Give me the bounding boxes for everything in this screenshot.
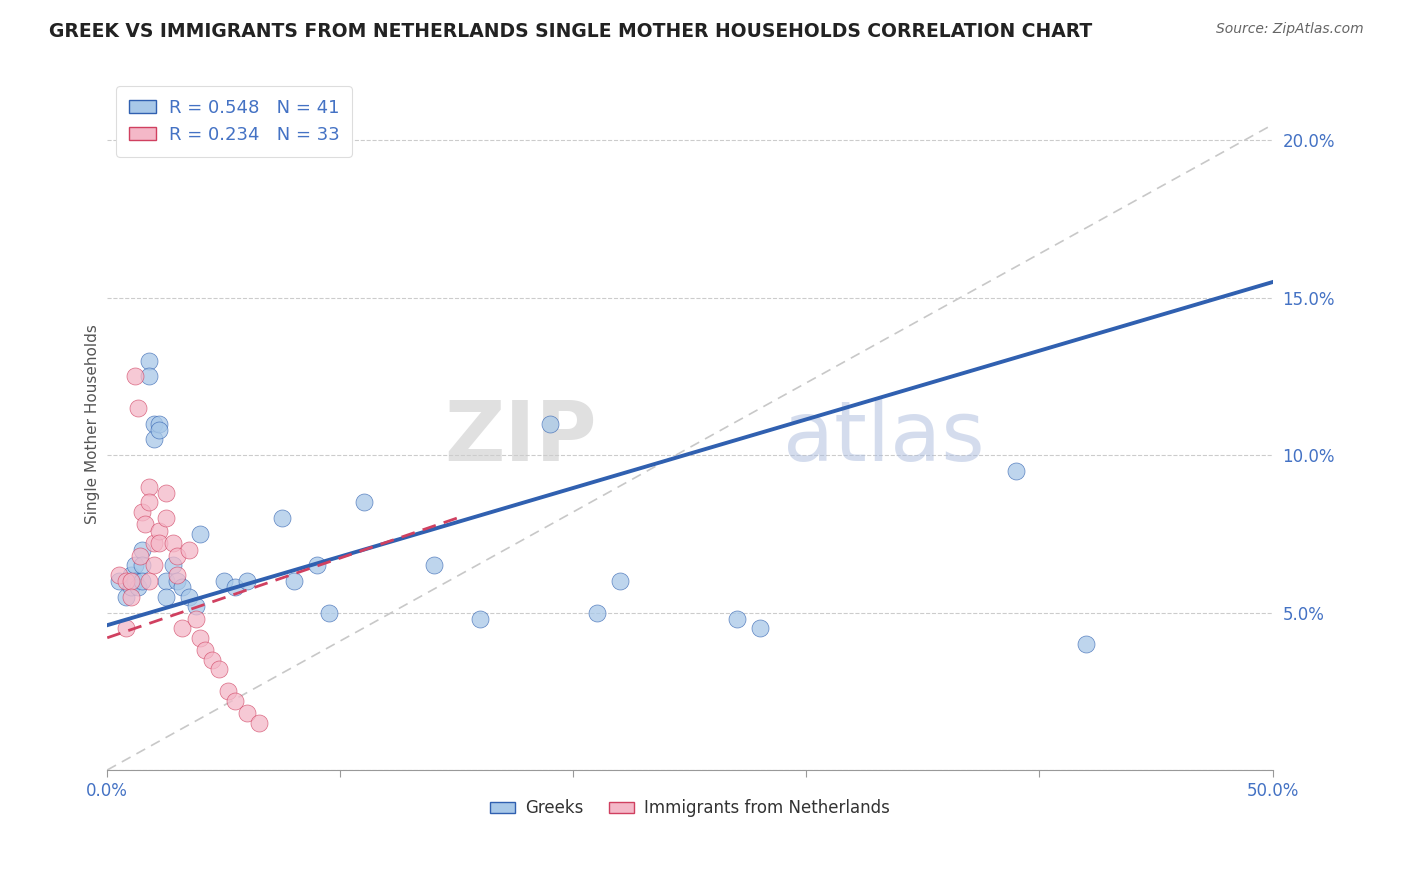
Point — [108, 574, 131, 588]
Point — [124, 574, 146, 588]
Point — [142, 433, 165, 447]
Point — [142, 417, 165, 431]
Point — [142, 536, 165, 550]
Point — [162, 536, 184, 550]
Point — [138, 495, 160, 509]
Point — [170, 621, 193, 635]
Point — [115, 590, 138, 604]
Point — [212, 574, 235, 588]
Point — [120, 590, 142, 604]
Point — [115, 621, 138, 635]
Point — [271, 511, 294, 525]
Point — [201, 653, 224, 667]
Point — [184, 599, 207, 614]
Point — [236, 706, 259, 721]
Point — [422, 558, 444, 573]
Point — [131, 505, 153, 519]
Point — [194, 643, 217, 657]
Point — [1074, 637, 1097, 651]
Point — [155, 590, 177, 604]
Point — [166, 574, 188, 588]
Point — [127, 581, 149, 595]
Point — [1005, 464, 1028, 478]
Point — [131, 558, 153, 573]
Point — [468, 612, 491, 626]
Point — [166, 567, 188, 582]
Point — [162, 558, 184, 573]
Point — [124, 558, 146, 573]
Point — [148, 417, 170, 431]
Legend: Greeks, Immigrants from Netherlands: Greeks, Immigrants from Netherlands — [484, 793, 896, 824]
Point — [217, 684, 239, 698]
Point — [247, 715, 270, 730]
Point — [305, 558, 328, 573]
Point — [148, 524, 170, 538]
Point — [142, 558, 165, 573]
Text: ZIP: ZIP — [444, 397, 596, 478]
Point — [138, 574, 160, 588]
Y-axis label: Single Mother Households: Single Mother Households — [86, 324, 100, 524]
Point — [190, 527, 212, 541]
Point — [184, 612, 207, 626]
Point — [190, 631, 212, 645]
Point — [148, 423, 170, 437]
Point — [115, 574, 138, 588]
Point — [131, 574, 153, 588]
Point — [318, 606, 340, 620]
Point — [108, 567, 131, 582]
Point — [224, 581, 246, 595]
Point — [134, 517, 156, 532]
Point — [208, 662, 231, 676]
Point — [120, 581, 142, 595]
Point — [131, 542, 153, 557]
Point — [353, 495, 375, 509]
Point — [155, 574, 177, 588]
Point — [224, 694, 246, 708]
Point — [120, 567, 142, 582]
Point — [148, 536, 170, 550]
Point — [170, 581, 193, 595]
Point — [748, 621, 770, 635]
Text: GREEK VS IMMIGRANTS FROM NETHERLANDS SINGLE MOTHER HOUSEHOLDS CORRELATION CHART: GREEK VS IMMIGRANTS FROM NETHERLANDS SIN… — [49, 22, 1092, 41]
Point — [138, 353, 160, 368]
Point — [138, 480, 160, 494]
Point — [177, 590, 200, 604]
Point — [127, 401, 149, 415]
Point — [725, 612, 748, 626]
Point — [585, 606, 607, 620]
Point — [609, 574, 631, 588]
Point — [120, 574, 142, 588]
Point — [177, 542, 200, 557]
Point — [538, 417, 561, 431]
Point — [128, 549, 150, 563]
Point — [124, 369, 146, 384]
Text: atlas: atlas — [783, 397, 984, 478]
Point — [236, 574, 259, 588]
Point — [166, 549, 188, 563]
Point — [138, 369, 160, 384]
Text: Source: ZipAtlas.com: Source: ZipAtlas.com — [1216, 22, 1364, 37]
Point — [155, 486, 177, 500]
Point — [283, 574, 305, 588]
Point — [155, 511, 177, 525]
